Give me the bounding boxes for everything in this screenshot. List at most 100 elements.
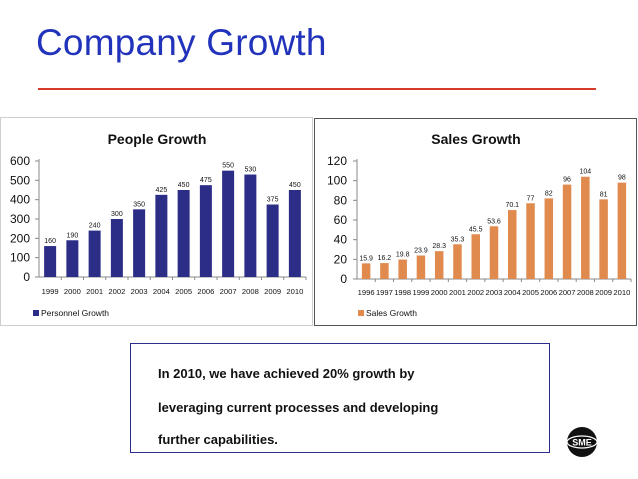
people-bar [177, 190, 190, 277]
people-bar [199, 185, 212, 277]
people-x-tick-label: 2008 [242, 287, 259, 296]
people-y-tick-label: 300 [10, 212, 30, 226]
people-y-tick-label: 500 [10, 173, 30, 187]
people-x-tick-label: 2007 [220, 287, 237, 296]
people-x-tick-label: 1999 [42, 287, 59, 296]
sales-data-label: 82 [545, 190, 553, 197]
sales-x-tick-label: 2000 [431, 288, 448, 297]
title-divider [38, 88, 596, 90]
sales-growth-chart: Sales Growth 0 20 40 60 80 100 120 15.9 1996 16.2 1… [314, 118, 637, 326]
sales-y-tick-label: 100 [327, 174, 347, 188]
sales-bar [599, 199, 608, 279]
note-line-2: leveraging current processes and develop… [158, 400, 439, 415]
sme-logo-text: SME [572, 438, 592, 448]
people-data-label: 450 [289, 182, 301, 189]
sales-legend-swatch [358, 310, 364, 316]
people-growth-chart: People Growth 0 100 200 300 400 500 600 160 1999 1… [0, 117, 313, 326]
sales-y-tick-label: 80 [334, 193, 348, 207]
people-bar [266, 204, 279, 277]
sales-data-label: 81 [600, 191, 608, 198]
people-y-tick-label: 600 [10, 154, 30, 168]
sales-bar [471, 234, 480, 279]
people-y-tick-label: 0 [23, 270, 30, 284]
sales-y-tick-label: 20 [334, 252, 348, 266]
sales-bar [489, 226, 499, 279]
sales-data-label: 70.1 [505, 202, 519, 209]
sales-x-tick-label: 1998 [394, 288, 411, 297]
achievement-note: In 2010, we have achieved 20% growth by … [130, 343, 550, 453]
people-data-label: 240 [89, 223, 101, 230]
people-x-tick-label: 2003 [131, 287, 148, 296]
people-legend-swatch [33, 310, 39, 316]
sales-y-tick-label: 0 [340, 272, 347, 286]
sales-bar [380, 263, 389, 279]
sales-x-tick-label: 2005 [522, 288, 539, 297]
sales-x-tick-label: 2003 [486, 288, 503, 297]
people-bar [288, 190, 301, 277]
sales-bar [544, 198, 554, 279]
sales-bar [361, 263, 371, 279]
sales-data-label: 28.3 [432, 243, 446, 250]
people-data-label: 375 [267, 197, 279, 204]
people-data-label: 550 [222, 163, 234, 170]
sales-data-label: 53.6 [487, 218, 501, 225]
sales-x-tick-label: 2002 [467, 288, 484, 297]
sales-x-tick-label: 1999 [412, 288, 429, 297]
note-line-3: further capabilities. [158, 432, 278, 447]
sales-data-label: 98 [618, 175, 626, 182]
people-data-label: 530 [245, 167, 257, 174]
people-x-tick-label: 2002 [108, 287, 125, 296]
sales-x-tick-label: 1996 [358, 288, 375, 297]
people-data-label: 190 [67, 232, 79, 239]
people-x-tick-label: 2009 [264, 287, 281, 296]
people-bar [244, 174, 257, 277]
sales-legend-label: Sales Growth [366, 308, 417, 318]
sales-x-tick-label: 2010 [613, 288, 630, 297]
sales-growth-chart-svg: Sales Growth 0 20 40 60 80 100 120 15.9 1996 16.2 1… [327, 131, 632, 318]
sales-data-label: 104 [579, 169, 591, 176]
people-bar [222, 170, 235, 277]
people-x-tick-label: 2004 [153, 287, 170, 296]
sales-data-label: 15.9 [359, 255, 373, 262]
sales-bar [617, 182, 627, 279]
sales-bar [416, 255, 426, 279]
people-bar [66, 240, 79, 277]
sales-bar [562, 184, 572, 279]
sales-bar [398, 259, 407, 279]
sales-x-tick-label: 2009 [595, 288, 612, 297]
note-line-1: In 2010, we have achieved 20% growth by [158, 366, 415, 381]
people-x-tick-label: 2006 [197, 287, 214, 296]
sales-x-tick-label: 1997 [376, 288, 393, 297]
sales-data-label: 35.3 [451, 236, 465, 243]
sme-logo: SME [566, 427, 598, 457]
people-bar [155, 194, 168, 277]
sales-bar [453, 244, 462, 279]
people-data-label: 350 [133, 201, 145, 208]
people-bar [110, 219, 123, 277]
sales-y-tick-label: 60 [334, 213, 348, 227]
people-data-label: 300 [111, 211, 123, 218]
people-x-tick-label: 2000 [64, 287, 81, 296]
sales-bar [581, 176, 590, 279]
people-legend-label: Personnel Growth [41, 308, 109, 318]
people-bar [133, 209, 146, 277]
sales-data-label: 16.2 [378, 255, 392, 262]
people-bar [44, 246, 57, 277]
sales-chart-title: Sales Growth [431, 131, 520, 147]
people-x-tick-label: 2005 [175, 287, 192, 296]
sales-x-tick-label: 2008 [577, 288, 594, 297]
people-y-tick-label: 400 [10, 193, 30, 207]
people-bar [88, 230, 101, 277]
people-growth-chart-svg: People Growth 0 100 200 300 400 500 600 160 1999 1… [10, 131, 307, 318]
sales-y-tick-label: 120 [327, 154, 347, 168]
people-chart-title: People Growth [108, 131, 207, 147]
sales-y-tick-label: 40 [334, 233, 348, 247]
sales-data-label: 77 [527, 195, 535, 202]
sales-data-label: 19.8 [396, 252, 410, 259]
sales-x-tick-label: 2001 [449, 288, 466, 297]
people-data-label: 160 [44, 238, 56, 245]
people-y-tick-label: 100 [10, 251, 30, 265]
sales-x-tick-label: 2006 [540, 288, 557, 297]
people-data-label: 475 [200, 177, 212, 184]
sales-x-tick-label: 2004 [504, 288, 521, 297]
